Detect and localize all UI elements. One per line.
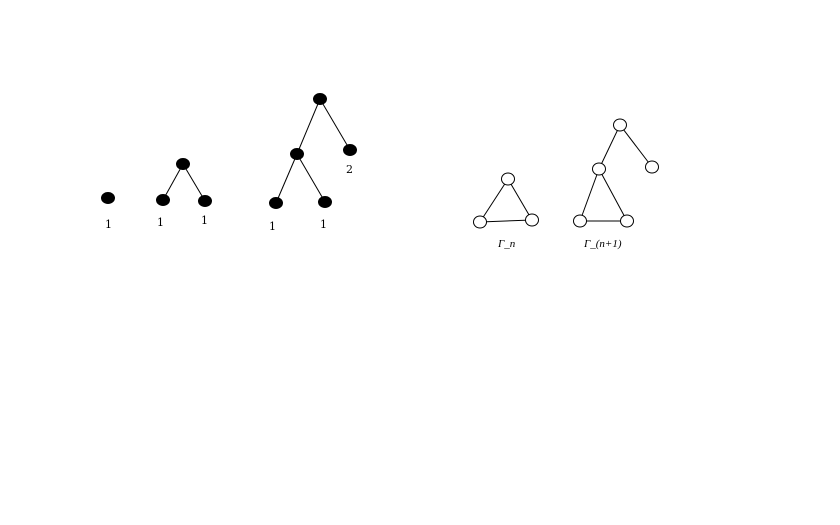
tree-3-leaf-node: [318, 196, 332, 208]
tree-3-leaf-label: 1: [320, 218, 327, 231]
gamma-n-vertex: [525, 213, 539, 227]
tree-2-leaf-node: [198, 195, 212, 207]
gamma-n-plus-1-edge: [579, 168, 600, 222]
gamma-n-plus-1-edge: [598, 124, 621, 170]
gamma-n-plus-1-vertex: [613, 118, 627, 132]
tree-1: 1: [101, 192, 115, 231]
gamma-n-plus-1-vertex: [592, 162, 606, 176]
tree-3-leaf-label: 1: [269, 220, 276, 233]
gamma-n-plus-1-vertex: [645, 160, 659, 174]
tree-3: 1 1 2: [269, 93, 357, 233]
gamma-n-plus-1-caption: Γ_(n+1): [583, 238, 622, 250]
tree-3-internal-node: [290, 148, 304, 160]
tree-2: 1 1: [156, 158, 212, 229]
tree-3-edge: [275, 153, 298, 204]
gamma-n-caption: Γ_n: [497, 238, 516, 250]
gamma-n-plus-1-vertex: [573, 214, 587, 228]
tree-3-edge: [296, 153, 326, 203]
gamma-n-plus-1-graph: Γ_(n+1): [573, 118, 659, 250]
tree-3-edge: [296, 98, 321, 155]
tree-2-leaf-label: 1: [157, 216, 164, 229]
gamma-n-graph: Γ_n: [473, 172, 539, 250]
tree-1-leaf-label: 1: [105, 218, 112, 231]
gamma-n-plus-1-edge: [598, 168, 628, 222]
tree-2-leaf-label: 1: [201, 214, 208, 227]
gamma-n-edge: [479, 219, 533, 223]
tree-3-leaf-label: 2: [346, 163, 353, 176]
gamma-n-vertex: [501, 172, 515, 186]
tree-3-leaf-node: [269, 197, 283, 209]
tree-3-edge: [319, 98, 351, 151]
tree-2-edge-left: [162, 163, 184, 201]
gamma-n-edge: [507, 178, 533, 221]
gamma-n-plus-1-vertex: [620, 214, 634, 228]
tree-2-edge-right: [182, 163, 206, 202]
gamma-n-edge: [479, 178, 509, 223]
gamma-n-plus-1-edge: [619, 124, 653, 168]
tree-3-leaf-node: [343, 144, 357, 156]
tree-2-root-node: [176, 158, 190, 170]
gamma-n-vertex: [473, 215, 487, 229]
tree-2-leaf-node: [156, 194, 170, 206]
tree-1-node: [101, 192, 115, 204]
tree-3-root-node: [313, 93, 327, 105]
